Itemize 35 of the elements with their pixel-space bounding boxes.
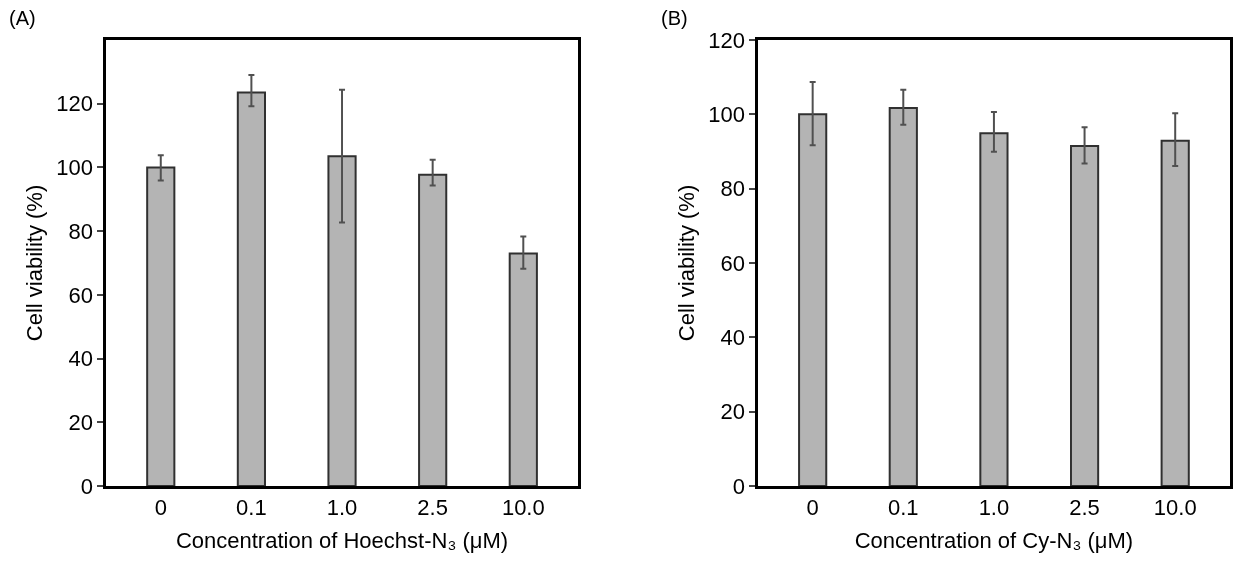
y-tick-label: 20: [720, 399, 745, 425]
x-tick-label: 0: [806, 495, 819, 521]
x-tick-label: 0.1: [887, 495, 919, 521]
y-tick-label: 80: [68, 218, 93, 244]
y-tick-label: 0: [80, 473, 93, 499]
y-tick-label: 80: [720, 176, 745, 202]
y-tick-label: 20: [68, 409, 93, 435]
y-tick-label: 0: [732, 473, 745, 499]
y-tick-label: 60: [68, 282, 93, 308]
x-tick-label: 2.5: [1069, 495, 1100, 521]
y-tick-label: 120: [708, 27, 745, 53]
x-axis-title: Concentration of Cy-N₃ (μM): [854, 528, 1134, 554]
text: (A): [9, 7, 36, 29]
y-tick-label: 120: [56, 91, 93, 117]
y-axis-title: Cell viability (%): [22, 184, 48, 342]
y-axis-title: Cell viability (%): [673, 184, 699, 342]
x-tick-label: 0: [154, 495, 167, 521]
x-tick-label: 1.0: [978, 495, 1010, 521]
bar: [236, 91, 266, 486]
x-tick-label: 2.5: [417, 495, 448, 521]
bar: [146, 166, 176, 486]
x-tick-label: 0.1: [236, 495, 267, 521]
x-tick-label: 10.0: [501, 495, 545, 521]
y-tick-label: 40: [720, 325, 745, 351]
x-tick-label: 10.0: [1153, 495, 1197, 521]
x-axis-title: Concentration of Hoechst-N₃ (μM): [175, 528, 509, 554]
bar: [418, 173, 448, 486]
y-tick-label: 40: [68, 346, 93, 372]
text: (B): [661, 7, 688, 29]
y-tick-label: 100: [708, 102, 745, 128]
bar: [508, 252, 538, 486]
bar: [327, 155, 357, 486]
x-tick-label: 1.0: [326, 495, 358, 521]
y-tick-label: 100: [56, 155, 93, 181]
y-tick-label: 60: [720, 250, 745, 276]
